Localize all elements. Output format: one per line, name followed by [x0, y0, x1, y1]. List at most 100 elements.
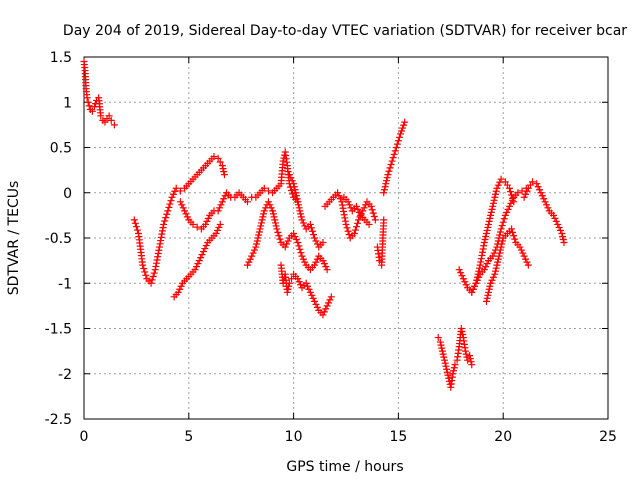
data-point — [273, 225, 281, 233]
series-arc-5 — [243, 198, 331, 274]
data-point — [266, 201, 274, 209]
data-point — [83, 94, 91, 102]
data-point — [214, 207, 222, 215]
data-point — [507, 188, 515, 196]
data-point — [150, 269, 158, 277]
data-point — [519, 249, 527, 257]
data-point — [482, 229, 490, 237]
grid-lines — [84, 57, 608, 419]
y-tick-label: -1.5 — [45, 322, 72, 338]
data-point — [257, 219, 265, 227]
data-point — [472, 279, 480, 287]
data-point — [84, 98, 92, 106]
data-point — [351, 226, 359, 234]
data-point — [485, 217, 493, 225]
y-tick-label: -1 — [58, 276, 72, 292]
data-point — [368, 206, 376, 214]
data-point — [505, 202, 513, 210]
data-point — [474, 270, 482, 278]
data-point — [473, 276, 481, 284]
data-point — [385, 167, 393, 175]
data-point — [492, 187, 500, 195]
data-point — [556, 226, 564, 234]
y-tick-labels: 1.5 1 0.5 0 -0.5 -1 -1.5 -2 -2.5 — [45, 50, 72, 428]
data-point — [267, 204, 275, 212]
data-point — [336, 195, 344, 203]
data-point — [270, 213, 278, 221]
data-point — [294, 275, 302, 283]
data-point — [352, 202, 360, 210]
data-point — [395, 133, 403, 141]
data-point — [260, 210, 268, 218]
data-point — [401, 118, 409, 126]
data-point — [491, 193, 499, 201]
data-point — [347, 204, 355, 212]
data-point — [213, 226, 221, 234]
y-tick-label: 0 — [63, 186, 72, 202]
data-point — [508, 191, 516, 199]
data-point — [313, 303, 321, 311]
data-point — [165, 203, 173, 211]
data-point — [271, 219, 279, 227]
data-point — [457, 269, 465, 277]
data-point — [210, 153, 218, 161]
data-point — [497, 243, 505, 251]
data-point — [489, 252, 497, 260]
data-point — [342, 220, 350, 228]
data-point — [246, 255, 254, 263]
data-point — [388, 157, 396, 165]
data-point — [291, 186, 299, 194]
data-point — [219, 165, 227, 173]
series-arc-15 — [468, 175, 518, 296]
data-point — [305, 285, 313, 293]
data-point — [298, 252, 306, 260]
x-tick-label: 5 — [184, 429, 193, 445]
data-point — [344, 227, 352, 235]
data-point — [485, 288, 493, 296]
data-point — [380, 189, 388, 197]
data-point — [322, 263, 330, 271]
data-point — [283, 240, 291, 248]
data-point — [215, 223, 223, 231]
data-point — [503, 208, 511, 216]
data-point — [383, 174, 391, 182]
data-point — [323, 266, 331, 274]
data-point — [295, 242, 303, 250]
data-point — [367, 202, 375, 210]
data-point — [307, 224, 315, 232]
data-point — [133, 226, 141, 234]
data-point — [218, 162, 226, 170]
data-point — [360, 204, 368, 212]
data-point — [480, 266, 488, 274]
data-point — [362, 201, 370, 209]
data-point — [558, 229, 566, 237]
data-point — [285, 171, 293, 179]
data-point — [461, 347, 469, 355]
data-point — [501, 211, 509, 219]
data-point — [258, 216, 266, 224]
data-point — [536, 186, 544, 194]
data-point — [450, 367, 458, 375]
data-point — [202, 242, 210, 250]
data-point — [441, 356, 449, 364]
data-point — [294, 198, 302, 206]
data-point — [504, 205, 512, 213]
data-point — [296, 245, 304, 253]
data-point — [487, 211, 495, 219]
data-point — [312, 237, 320, 245]
data-point — [177, 282, 185, 290]
data-point — [202, 220, 210, 228]
data-point — [559, 236, 567, 244]
data-point — [176, 187, 184, 195]
data-point — [355, 216, 363, 224]
series-arc-9 — [321, 189, 379, 242]
data-point — [295, 278, 303, 286]
data-point — [500, 215, 508, 223]
data-point — [380, 216, 388, 224]
data-point — [271, 216, 279, 224]
data-point — [365, 220, 373, 228]
data-point — [297, 249, 305, 257]
data-point — [284, 285, 292, 293]
x-tick-label: 25 — [599, 429, 617, 445]
data-point — [555, 223, 563, 231]
